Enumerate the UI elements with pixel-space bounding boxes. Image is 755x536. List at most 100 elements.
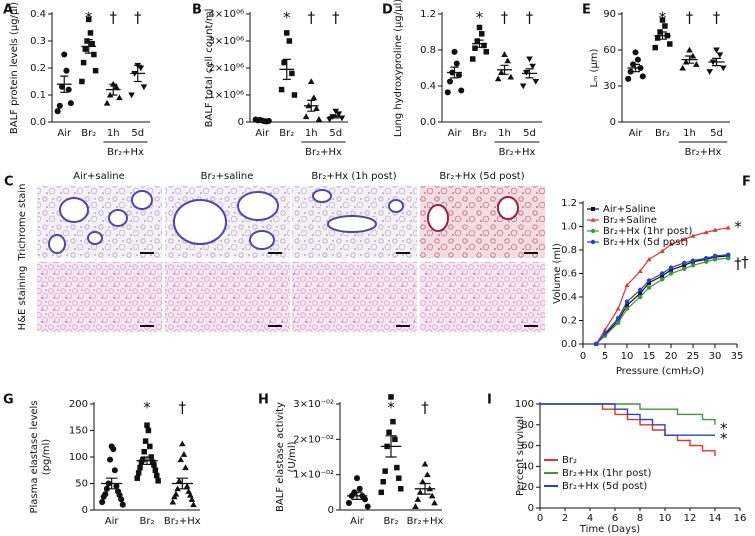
data-point <box>382 468 388 474</box>
data-point <box>726 252 731 257</box>
data-point <box>177 456 185 463</box>
error-bar <box>631 63 640 73</box>
data-point <box>647 280 651 285</box>
survival-curve <box>540 403 716 425</box>
error-bar <box>258 119 267 122</box>
y-tick-label: 1.0 <box>561 222 577 233</box>
data-point <box>137 65 145 72</box>
error-bar <box>176 477 189 490</box>
data-point <box>679 64 686 71</box>
data-point <box>646 257 652 262</box>
y-tick-label: 0.8 <box>561 245 577 256</box>
x-axis-label: Pressure (cmH₂O) <box>616 366 704 377</box>
data-point <box>616 318 621 323</box>
y-axis-label: Volume (ml) <box>552 243 563 304</box>
data-point <box>682 260 687 266</box>
annotation: † <box>686 9 694 27</box>
x-tick-label: 20 <box>665 351 678 362</box>
data-point <box>134 475 141 481</box>
y-tick-label: 20 <box>521 482 534 493</box>
y-tick-label: 0 <box>528 503 534 514</box>
data-point <box>335 111 343 118</box>
data-point <box>690 233 696 238</box>
data-point <box>725 225 731 230</box>
y-tick-label: 2×10⁻⁰² <box>293 434 334 445</box>
data-point <box>416 489 424 495</box>
y-tick-label: 0.6 <box>561 269 577 280</box>
group-label: Br₂+Hx <box>107 147 144 158</box>
data-point <box>594 341 599 347</box>
y-tick-label: 3×10⁻⁰² <box>293 399 334 410</box>
data-point <box>472 45 478 51</box>
data-point <box>474 38 480 44</box>
data-point <box>638 291 643 296</box>
row-label: H&E staining <box>17 266 28 331</box>
x-tick-label: Air <box>448 128 463 139</box>
group-label: Br₂+Hx <box>685 147 722 158</box>
error-bar <box>500 64 509 75</box>
data-point <box>625 303 629 308</box>
x-tick-label: 5d <box>523 128 536 139</box>
x-tick-label: Br₂ <box>384 516 399 527</box>
legend-marker <box>590 228 596 234</box>
data-point <box>602 327 608 332</box>
data-point <box>171 493 178 500</box>
data-point <box>291 92 298 98</box>
annotation: * <box>143 399 151 417</box>
y-tick-label: 0.0 <box>420 117 436 128</box>
y-axis-label: Plasma elastase levels <box>29 400 40 513</box>
x-tick-label: 35 <box>731 351 744 362</box>
series-line <box>595 254 729 345</box>
y-axis-label: (U/ml) <box>287 441 298 472</box>
data-point <box>686 46 693 53</box>
annotation: † <box>526 9 534 27</box>
data-point <box>116 94 123 101</box>
x-tick-label: Br₂ <box>472 128 487 139</box>
x-tick-label: 0 <box>580 351 586 362</box>
data-point <box>632 49 639 56</box>
data-point <box>315 116 323 122</box>
annotation: † <box>734 254 742 272</box>
data-point <box>504 57 511 64</box>
data-point <box>107 456 114 463</box>
error-bar <box>658 31 667 40</box>
data-point <box>182 464 189 471</box>
data-point <box>310 94 318 101</box>
data-point <box>56 102 63 109</box>
data-point <box>479 31 485 37</box>
data-point <box>421 460 429 467</box>
data-point <box>470 56 476 62</box>
annotation: * <box>283 9 291 27</box>
series-line <box>595 257 729 345</box>
x-tick-label: 5 <box>602 351 608 362</box>
panel-letter: H <box>258 393 269 408</box>
data-point <box>667 41 673 47</box>
x-tick-label: 6 <box>612 513 618 524</box>
error-bar <box>105 477 118 490</box>
y-tick-label: 100 <box>515 399 534 410</box>
x-tick-label: 10 <box>621 351 634 362</box>
annotation: † <box>421 399 429 417</box>
y-tick-label: 0 <box>328 505 334 516</box>
data-point <box>186 491 194 498</box>
column-label: Br₂+Hx (1h post) <box>311 171 396 182</box>
data-point <box>706 69 713 75</box>
x-tick-label: 12 <box>684 513 697 524</box>
data-point <box>252 116 259 123</box>
error-bar <box>133 64 142 83</box>
data-point <box>646 285 652 290</box>
legend-label: Br₂+Saline <box>603 215 657 226</box>
y-tick-label: 0.2 <box>561 316 577 327</box>
data-point <box>54 108 61 115</box>
error-bar <box>351 491 363 500</box>
survival-curve <box>540 403 716 456</box>
error-bar <box>450 66 459 79</box>
data-point <box>483 49 489 55</box>
x-tick-label: Br₂ <box>81 128 96 139</box>
error-bar <box>712 57 721 67</box>
data-point <box>390 418 396 425</box>
data-point <box>662 23 668 29</box>
data-point <box>147 443 153 450</box>
error-bar <box>307 99 316 112</box>
